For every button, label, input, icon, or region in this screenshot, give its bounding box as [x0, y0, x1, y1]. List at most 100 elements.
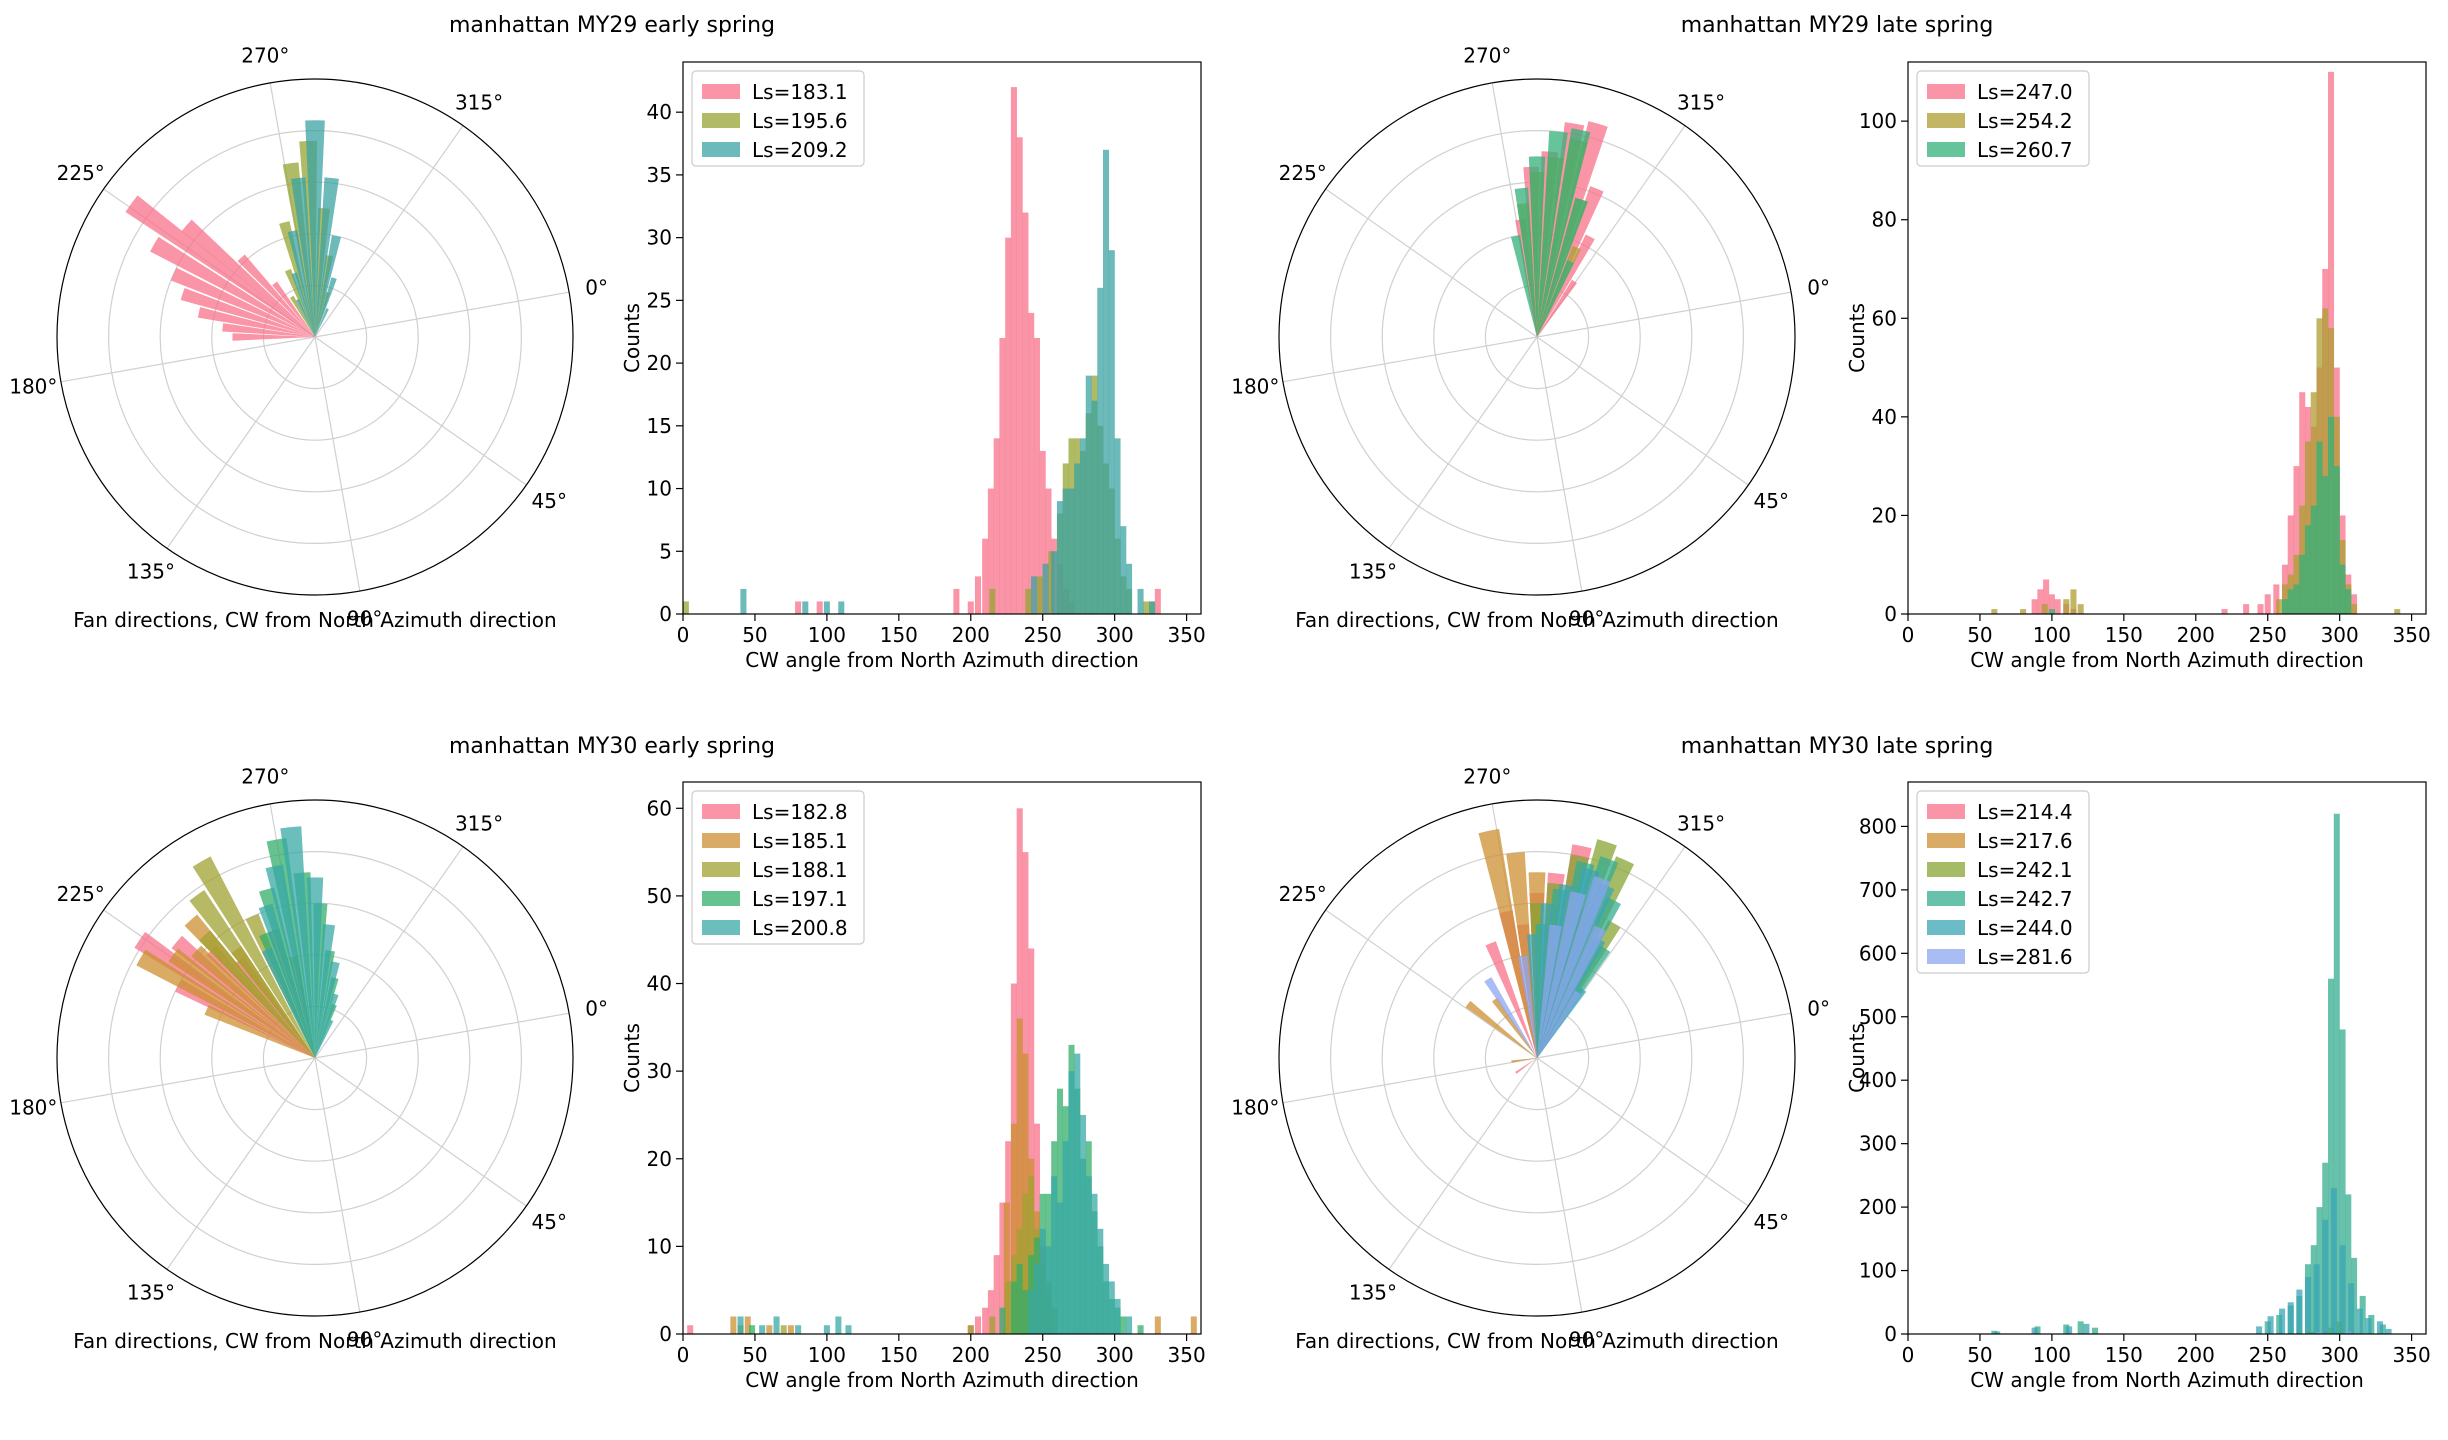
- histogram-bar: [974, 1316, 981, 1334]
- y-tick-label: 20: [647, 1147, 672, 1171]
- histogram-bar: [759, 1325, 766, 1334]
- histogram-bar: [1010, 87, 1017, 615]
- rose-wedge: [199, 930, 315, 1058]
- histogram-bar: [2322, 308, 2329, 614]
- histogram-bar: [2299, 554, 2306, 614]
- histogram-bar: [838, 601, 845, 614]
- histogram-bar: [2328, 416, 2335, 614]
- histogram-bar: [1120, 1316, 1127, 1334]
- rose-wedge: [1510, 235, 1537, 337]
- histogram-bar: [1010, 1123, 1017, 1334]
- histogram-bar: [1108, 1281, 1115, 1334]
- histogram-bar: [1033, 1263, 1040, 1334]
- histogram-bar: [2037, 589, 2044, 614]
- polar-angle-label: 0°: [585, 275, 608, 299]
- rose-wedge: [1537, 234, 1595, 337]
- rose-wedge: [306, 877, 324, 1058]
- y-axis-label: Counts: [620, 303, 644, 373]
- histogram-bar: [993, 1255, 1000, 1334]
- histogram-bar: [2066, 1326, 2073, 1334]
- rose-wedge: [1537, 924, 1562, 1058]
- rose-wedge: [1484, 977, 1537, 1058]
- polar-angle-label: 135°: [127, 1280, 175, 1304]
- legend-label: Ls=242.7: [1977, 887, 2073, 911]
- polar-frame: [1278, 799, 1796, 1317]
- y-tick-label: 5: [659, 539, 672, 563]
- histogram-bar: [1056, 501, 1064, 614]
- x-axis-label: CW angle from North Azimuth direction: [745, 648, 1139, 672]
- histogram-bar: [2356, 1308, 2363, 1334]
- histogram-bar: [1028, 312, 1035, 614]
- polar-grid-spoke: [60, 336, 316, 383]
- histogram-bar: [987, 488, 994, 614]
- y-tick-label: 100: [1859, 109, 1897, 133]
- histogram-bar: [2330, 1188, 2337, 1334]
- rose-wedge: [289, 295, 315, 337]
- histogram-bar: [1010, 1281, 1017, 1334]
- polar-angle-label: 180°: [1231, 1096, 1279, 1120]
- legend-label: Ls=242.1: [1977, 858, 2073, 882]
- polar-angle-label: 135°: [1349, 1280, 1397, 1304]
- histogram-bar: [1126, 563, 1133, 614]
- histogram-bar: [2070, 589, 2077, 614]
- polar-grid-spoke: [1536, 1057, 1749, 1207]
- x-tick-label: 200: [952, 623, 990, 647]
- x-tick-label: 250: [1024, 1343, 1062, 1367]
- histogram-bar: [1033, 338, 1040, 614]
- rose-plot-my30-early: 0° 45° 90° 135° 180° 225° 270° 315° Fan directio…: [9, 764, 608, 1353]
- y-tick-label: 40: [1872, 405, 1897, 429]
- rose-wedge: [1537, 130, 1568, 337]
- histogram-bar: [982, 1307, 989, 1334]
- polar-grid-spoke: [1536, 291, 1792, 338]
- x-tick-label: 250: [1024, 623, 1062, 647]
- polar-angle-label: 225°: [1279, 161, 1327, 185]
- rose-wedge: [189, 890, 315, 1058]
- x-tick-label: 50: [742, 623, 767, 647]
- rose-wedge: [1537, 128, 1591, 337]
- y-tick-label: 50: [647, 884, 672, 908]
- histogram-bar: [1103, 149, 1110, 614]
- histogram-bar: [2287, 589, 2294, 614]
- axes-frame: [682, 781, 1202, 1335]
- rose-wedge: [1527, 934, 1539, 1058]
- histogram-bar: [2077, 1321, 2084, 1334]
- rose-wedge: [291, 272, 315, 337]
- histogram-bar: [2394, 609, 2401, 614]
- histogram-bar: [2041, 604, 2048, 614]
- histogram-bar: [999, 338, 1006, 614]
- histogram-bar: [2385, 1328, 2392, 1334]
- polar-grid-spoke: [314, 336, 527, 486]
- x-tick-label: 150: [2105, 1343, 2143, 1367]
- histogram-bar: [780, 1325, 787, 1334]
- polar-grid-spoke: [1325, 909, 1538, 1059]
- histogram-bar: [1143, 601, 1150, 614]
- y-tick-label: 800: [1859, 814, 1897, 838]
- polar-x-label: Fan directions, CW from North Azimuth di…: [73, 1329, 556, 1353]
- polar-x-label: Fan directions, CW from North Azimuth di…: [1295, 1329, 1778, 1353]
- x-tick-label: 300: [1096, 623, 1134, 647]
- rose-wedge: [1537, 925, 1607, 1058]
- histogram-bar: [1108, 250, 1115, 614]
- histogram-bar: [749, 1325, 756, 1334]
- polar-angle-label: 135°: [127, 559, 175, 583]
- polar-angle-label: 45°: [532, 489, 567, 513]
- rose-plot-my29-late: 0° 45° 90° 135° 180° 225° 270° 315° Fan directio…: [1231, 43, 1830, 632]
- x-tick-label: 0: [677, 1343, 690, 1367]
- histogram-bar: [802, 601, 809, 614]
- rose-wedge: [261, 947, 315, 1058]
- histogram-bar: [2296, 1289, 2303, 1334]
- legend-label: Ls=247.0: [1977, 80, 2073, 104]
- x-tick-label: 200: [2177, 1343, 2215, 1367]
- rose-wedge: [272, 281, 315, 337]
- polar-angle-label: 45°: [1754, 489, 1789, 513]
- polar-grid-spoke: [314, 1057, 527, 1207]
- polar-grid-circle: [1329, 130, 1744, 544]
- legend-label: Ls=281.6: [1977, 945, 2073, 969]
- histogram-bar: [1025, 588, 1032, 614]
- polar-angle-label: 90°: [1569, 607, 1604, 631]
- histogram-bar: [2310, 505, 2317, 614]
- y-tick-label: 300: [1859, 1132, 1897, 1156]
- rose-wedge: [1537, 891, 1586, 1058]
- rose-wedge: [125, 195, 316, 337]
- histogram-bar: [2304, 1276, 2312, 1334]
